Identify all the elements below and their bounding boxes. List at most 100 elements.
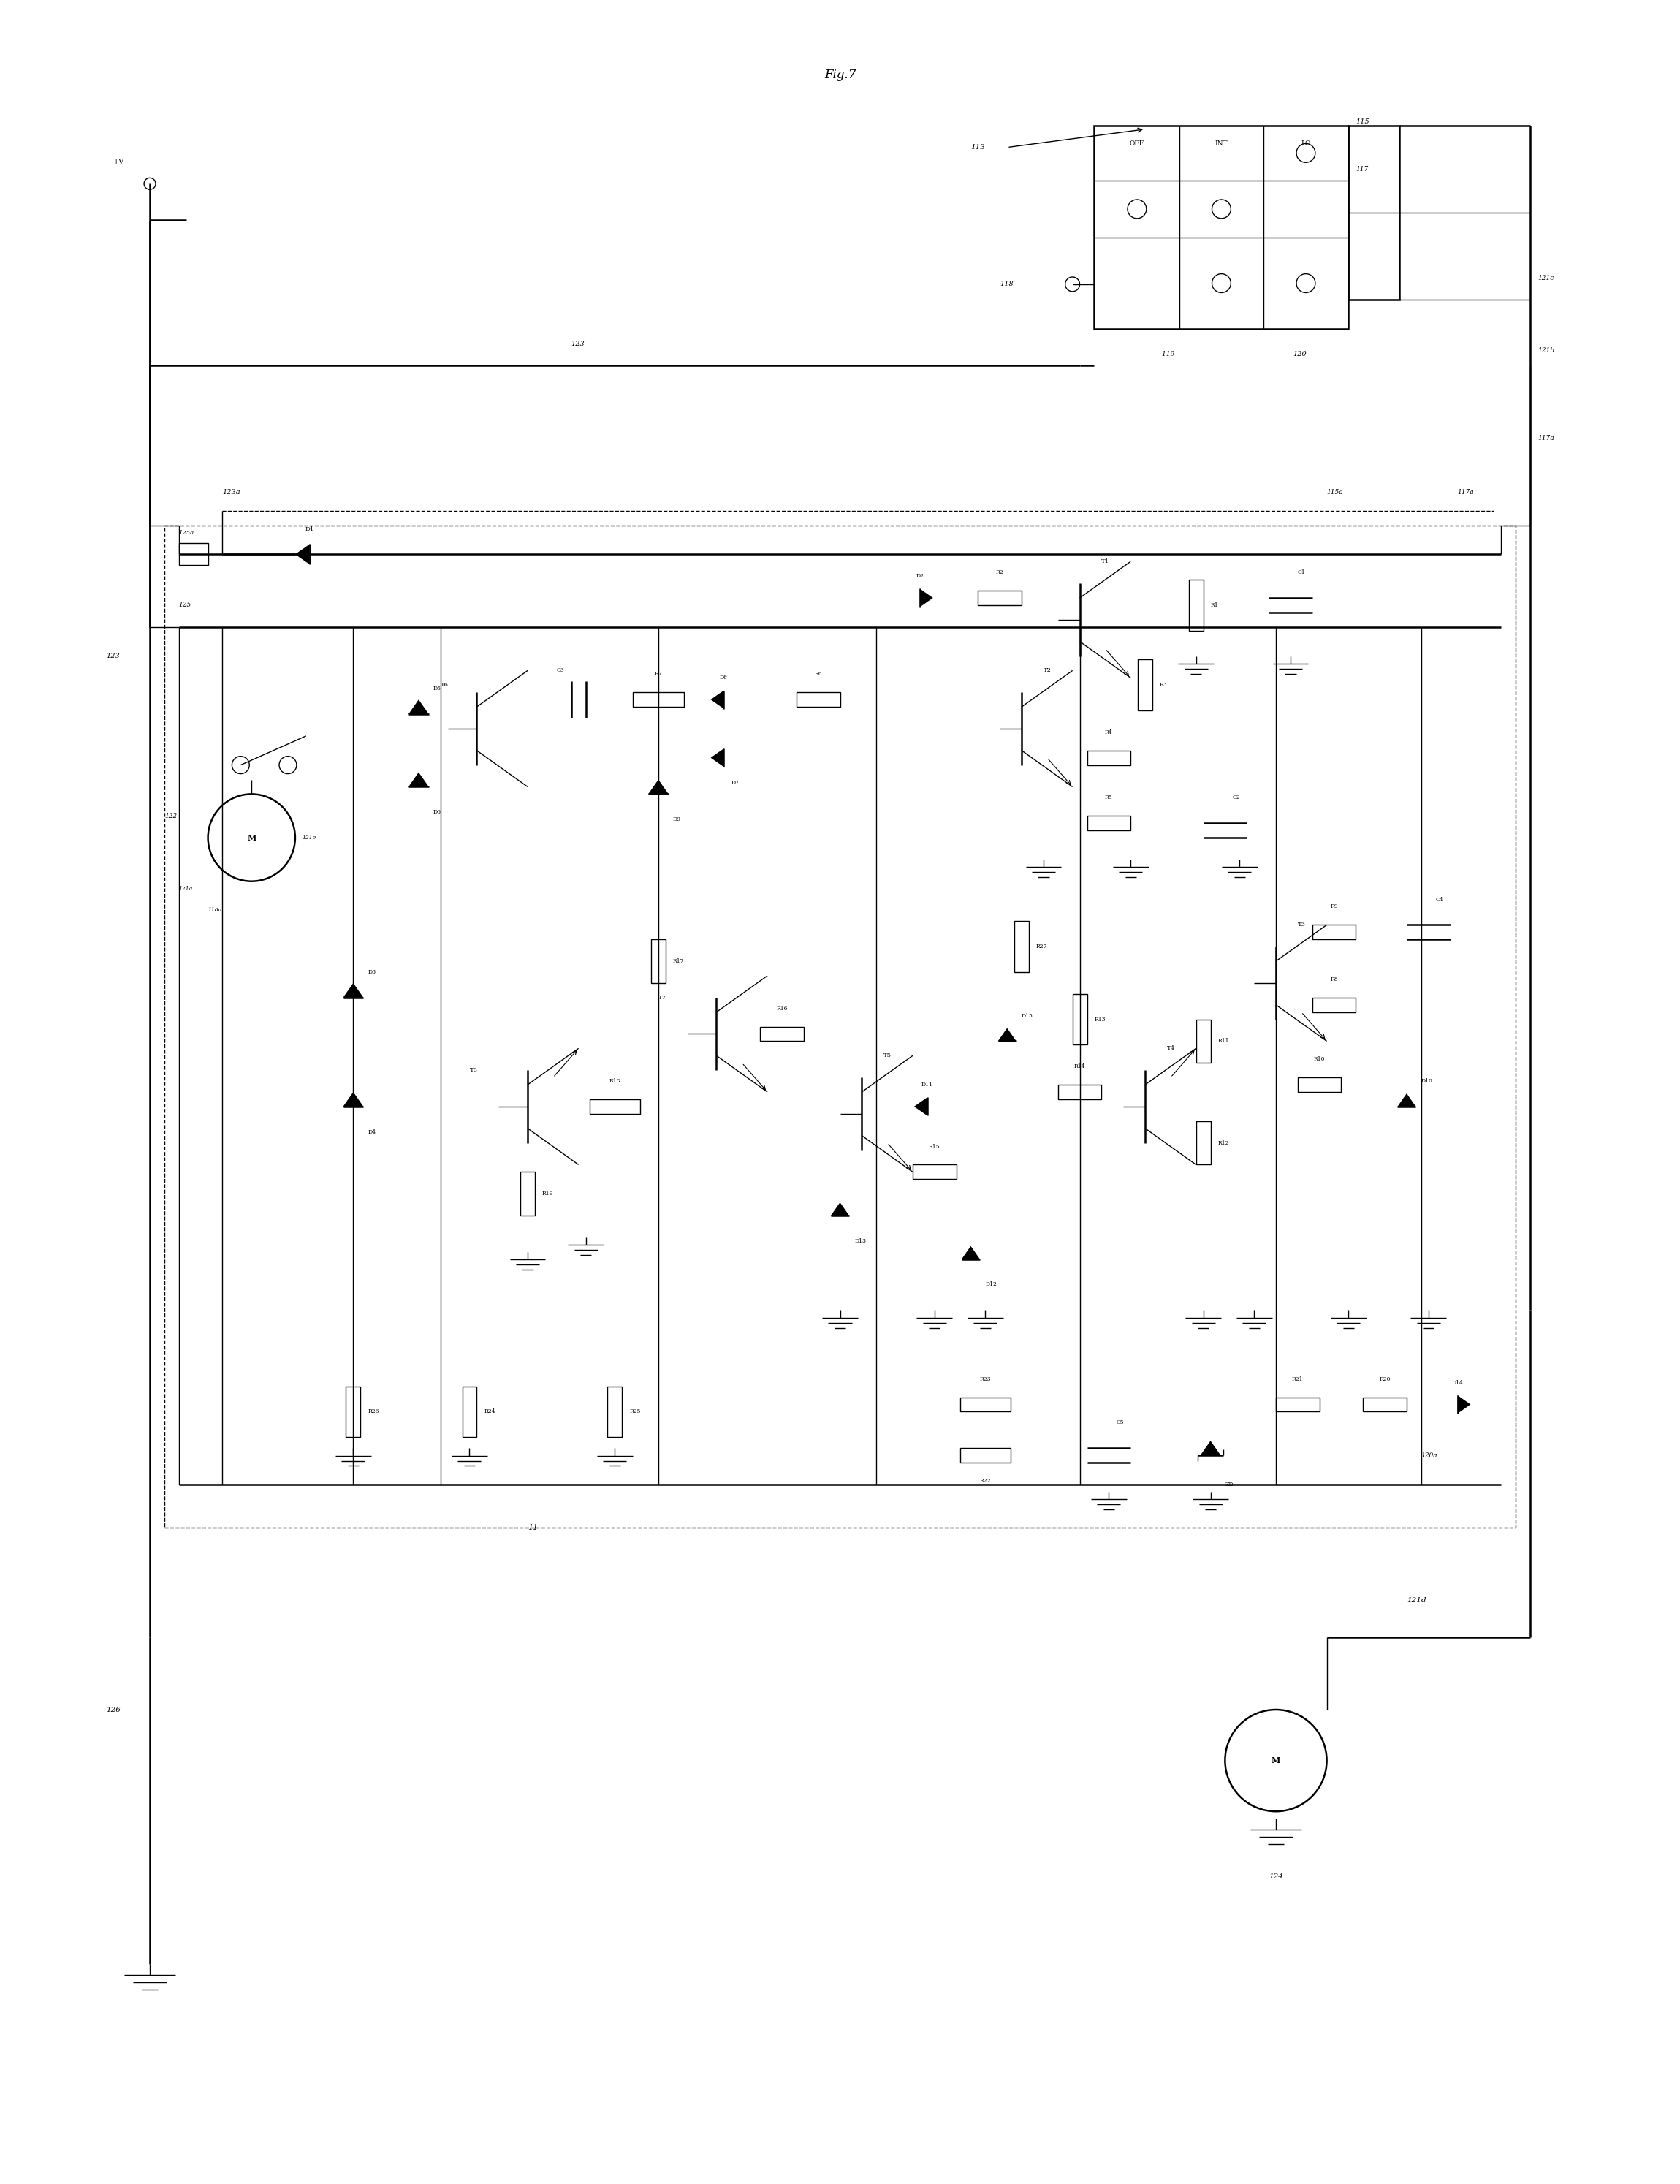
Bar bbox=[1196, 1020, 1211, 1064]
Polygon shape bbox=[914, 1096, 927, 1116]
Bar bbox=[796, 692, 840, 708]
Text: INT: INT bbox=[1215, 140, 1228, 146]
Text: ZD: ZD bbox=[1225, 1481, 1233, 1487]
Bar bbox=[462, 1387, 477, 1437]
Text: D15: D15 bbox=[1021, 1013, 1033, 1018]
Text: C2: C2 bbox=[1233, 795, 1240, 802]
Text: R14: R14 bbox=[1074, 1064, 1085, 1070]
Text: C4: C4 bbox=[1436, 895, 1443, 902]
Bar bbox=[1072, 994, 1087, 1044]
Text: D14: D14 bbox=[1452, 1380, 1463, 1385]
Text: 123a: 123a bbox=[222, 489, 240, 496]
Text: R24: R24 bbox=[484, 1409, 496, 1415]
Text: D5: D5 bbox=[433, 686, 442, 692]
Text: LO: LO bbox=[1300, 140, 1310, 146]
Text: 124: 124 bbox=[1268, 1874, 1284, 1880]
Text: D8: D8 bbox=[719, 675, 727, 681]
Text: T8: T8 bbox=[469, 1068, 477, 1072]
Polygon shape bbox=[296, 544, 309, 563]
Bar bbox=[608, 1387, 622, 1437]
Text: R18: R18 bbox=[610, 1079, 620, 1083]
Text: D7: D7 bbox=[731, 780, 739, 786]
Text: R10: R10 bbox=[1314, 1057, 1326, 1061]
Text: D12: D12 bbox=[984, 1282, 996, 1289]
Text: 113: 113 bbox=[971, 144, 984, 151]
Text: 123: 123 bbox=[571, 341, 585, 347]
Bar bbox=[1312, 924, 1356, 939]
Text: 118: 118 bbox=[1000, 282, 1013, 288]
Text: R1: R1 bbox=[1211, 603, 1218, 607]
Text: --119: --119 bbox=[1158, 352, 1174, 358]
Text: R16: R16 bbox=[776, 1005, 788, 1011]
Bar bbox=[633, 692, 684, 708]
Bar bbox=[1094, 124, 1349, 330]
Bar bbox=[652, 939, 665, 983]
Bar bbox=[521, 1173, 534, 1216]
Polygon shape bbox=[921, 590, 932, 607]
Text: 121a: 121a bbox=[178, 887, 193, 891]
Text: R27: R27 bbox=[1037, 943, 1047, 950]
Bar bbox=[912, 1164, 956, 1179]
Text: R23: R23 bbox=[979, 1376, 991, 1382]
Text: OFF: OFF bbox=[1129, 140, 1144, 146]
Text: C5: C5 bbox=[1116, 1420, 1124, 1426]
Bar bbox=[1312, 998, 1356, 1011]
Bar bbox=[178, 544, 208, 566]
Bar bbox=[1189, 579, 1203, 631]
Text: R4: R4 bbox=[1105, 729, 1112, 736]
Text: R9: R9 bbox=[1331, 904, 1337, 909]
Text: 122: 122 bbox=[165, 812, 176, 819]
Polygon shape bbox=[1200, 1441, 1221, 1455]
Text: 115a: 115a bbox=[1327, 489, 1344, 496]
Text: R11: R11 bbox=[1218, 1037, 1230, 1044]
Text: R3: R3 bbox=[1159, 681, 1168, 688]
Bar bbox=[1087, 751, 1131, 764]
Text: R15: R15 bbox=[929, 1144, 941, 1149]
Text: 121b: 121b bbox=[1537, 347, 1554, 354]
Polygon shape bbox=[832, 1203, 848, 1216]
Bar bbox=[1362, 1398, 1406, 1411]
Text: 117a: 117a bbox=[1458, 489, 1473, 496]
Text: Fig.7: Fig.7 bbox=[825, 68, 855, 81]
Text: +V: +V bbox=[114, 159, 124, 166]
Text: 121d: 121d bbox=[1406, 1597, 1426, 1603]
Text: 115: 115 bbox=[1356, 118, 1369, 124]
Polygon shape bbox=[961, 1247, 979, 1260]
Text: R12: R12 bbox=[1218, 1140, 1230, 1147]
Bar bbox=[1058, 1085, 1102, 1099]
Polygon shape bbox=[998, 1029, 1016, 1042]
Text: 116a: 116a bbox=[208, 906, 222, 913]
Text: 125: 125 bbox=[178, 603, 192, 609]
Text: D2: D2 bbox=[916, 572, 924, 579]
Bar bbox=[1087, 817, 1131, 830]
Text: D13: D13 bbox=[855, 1238, 867, 1245]
Text: C1: C1 bbox=[1297, 570, 1305, 574]
Text: R20: R20 bbox=[1379, 1376, 1391, 1382]
Bar bbox=[1015, 922, 1028, 972]
Text: R13: R13 bbox=[1094, 1016, 1105, 1022]
Text: C3: C3 bbox=[556, 668, 564, 673]
Text: T7: T7 bbox=[659, 994, 667, 1000]
Polygon shape bbox=[711, 690, 724, 710]
Bar bbox=[1196, 1120, 1211, 1164]
Text: R25: R25 bbox=[630, 1409, 640, 1415]
Bar bbox=[346, 1387, 361, 1437]
Text: D10: D10 bbox=[1421, 1079, 1433, 1083]
Text: 117: 117 bbox=[1356, 166, 1369, 173]
Text: 11: 11 bbox=[528, 1524, 538, 1531]
Text: M: M bbox=[1272, 1756, 1280, 1765]
Bar bbox=[959, 1398, 1011, 1411]
Text: 121c: 121c bbox=[1537, 275, 1554, 282]
Polygon shape bbox=[408, 773, 428, 786]
Bar bbox=[1297, 1077, 1341, 1092]
Text: D3: D3 bbox=[368, 970, 376, 974]
Text: 125a: 125a bbox=[178, 529, 195, 535]
Text: D1: D1 bbox=[306, 526, 314, 531]
Text: D4: D4 bbox=[368, 1129, 376, 1136]
Text: R7: R7 bbox=[655, 670, 662, 677]
Polygon shape bbox=[343, 983, 363, 998]
Polygon shape bbox=[408, 699, 428, 714]
Text: T5: T5 bbox=[884, 1053, 892, 1059]
Polygon shape bbox=[343, 1092, 363, 1107]
Polygon shape bbox=[1398, 1094, 1416, 1107]
